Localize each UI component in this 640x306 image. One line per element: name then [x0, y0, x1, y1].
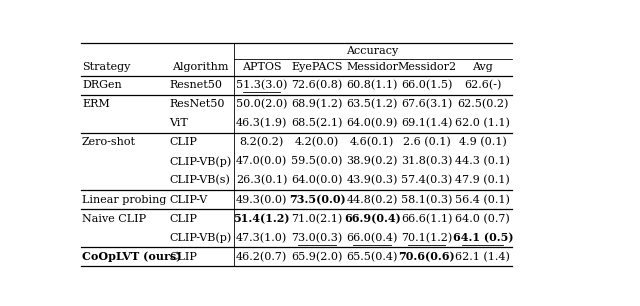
Text: Accuracy: Accuracy — [346, 46, 399, 56]
Text: 51.3(3.0): 51.3(3.0) — [236, 80, 287, 90]
Text: CLIP-VB(p): CLIP-VB(p) — [169, 233, 232, 243]
Text: 51.4(1.2): 51.4(1.2) — [234, 213, 290, 224]
Text: 65.5(0.4): 65.5(0.4) — [346, 252, 398, 262]
Text: 69.1(1.4): 69.1(1.4) — [401, 118, 452, 129]
Text: 68.5(2.1): 68.5(2.1) — [291, 118, 343, 129]
Text: CLIP-VB(s): CLIP-VB(s) — [169, 175, 230, 186]
Text: 65.9(2.0): 65.9(2.0) — [291, 252, 343, 262]
Text: 46.2(0.7): 46.2(0.7) — [236, 252, 287, 262]
Text: CLIP: CLIP — [169, 137, 197, 147]
Text: CLIP: CLIP — [169, 252, 197, 262]
Text: 73.5(0.0): 73.5(0.0) — [289, 194, 346, 205]
Text: DRGen: DRGen — [82, 80, 122, 90]
Text: Messidor2: Messidor2 — [397, 62, 456, 72]
Text: 66.0(0.4): 66.0(0.4) — [346, 233, 398, 243]
Text: 47.3(1.0): 47.3(1.0) — [236, 233, 287, 243]
Text: CLIP: CLIP — [169, 214, 197, 224]
Text: 47.0(0.0): 47.0(0.0) — [236, 156, 287, 167]
Text: CoOpLVT (ours): CoOpLVT (ours) — [82, 252, 181, 263]
Text: Algorithm: Algorithm — [172, 62, 228, 72]
Text: 64.0 (0.7): 64.0 (0.7) — [456, 214, 510, 224]
Text: CLIP-V: CLIP-V — [169, 195, 207, 205]
Text: 47.9 (0.1): 47.9 (0.1) — [456, 175, 510, 186]
Text: Messidor: Messidor — [346, 62, 398, 72]
Text: 4.9 (0.1): 4.9 (0.1) — [459, 137, 507, 147]
Text: 66.6(1.1): 66.6(1.1) — [401, 214, 452, 224]
Text: 8.2(0.2): 8.2(0.2) — [239, 137, 284, 147]
Text: 56.4 (0.1): 56.4 (0.1) — [455, 195, 510, 205]
Text: 50.0(2.0): 50.0(2.0) — [236, 99, 287, 109]
Text: Naive CLIP: Naive CLIP — [82, 214, 146, 224]
Text: 62.6(-): 62.6(-) — [464, 80, 501, 90]
Text: 2.6 (0.1): 2.6 (0.1) — [403, 137, 451, 147]
Text: 66.0(1.5): 66.0(1.5) — [401, 80, 452, 90]
Text: Strategy: Strategy — [82, 62, 131, 72]
Text: APTOS: APTOS — [242, 62, 282, 72]
Text: 4.2(0.0): 4.2(0.0) — [295, 137, 339, 147]
Text: ViT: ViT — [169, 118, 188, 128]
Text: 62.5(0.2): 62.5(0.2) — [457, 99, 508, 109]
Text: 59.5(0.0): 59.5(0.0) — [291, 156, 343, 167]
Text: CLIP-VB(p): CLIP-VB(p) — [169, 156, 232, 167]
Text: 58.1(0.3): 58.1(0.3) — [401, 195, 452, 205]
Text: 68.9(1.2): 68.9(1.2) — [291, 99, 343, 109]
Text: 57.4(0.3): 57.4(0.3) — [401, 175, 452, 186]
Text: 66.9(0.4): 66.9(0.4) — [344, 213, 401, 224]
Text: 62.1 (1.4): 62.1 (1.4) — [455, 252, 510, 262]
Text: 64.0(0.9): 64.0(0.9) — [346, 118, 398, 129]
Text: 44.3 (0.1): 44.3 (0.1) — [455, 156, 510, 167]
Text: 44.8(0.2): 44.8(0.2) — [346, 195, 398, 205]
Text: 43.9(0.3): 43.9(0.3) — [346, 175, 398, 186]
Text: Avg: Avg — [472, 62, 493, 72]
Text: Zero-shot: Zero-shot — [82, 137, 136, 147]
Text: 72.6(0.8): 72.6(0.8) — [291, 80, 342, 90]
Text: 67.6(3.1): 67.6(3.1) — [401, 99, 452, 109]
Text: EyePACS: EyePACS — [291, 62, 343, 72]
Text: 64.1 (0.5): 64.1 (0.5) — [452, 232, 513, 243]
Text: 60.8(1.1): 60.8(1.1) — [346, 80, 398, 90]
Text: ERM: ERM — [82, 99, 109, 109]
Text: 49.3(0.0): 49.3(0.0) — [236, 195, 287, 205]
Text: 46.3(1.9): 46.3(1.9) — [236, 118, 287, 129]
Text: 63.5(1.2): 63.5(1.2) — [346, 99, 398, 109]
Text: 64.0(0.0): 64.0(0.0) — [291, 175, 343, 186]
Text: Resnet50: Resnet50 — [169, 80, 222, 90]
Text: 71.0(2.1): 71.0(2.1) — [291, 214, 342, 224]
Text: ResNet50: ResNet50 — [169, 99, 225, 109]
Text: 62.0 (1.1): 62.0 (1.1) — [455, 118, 510, 129]
Text: 73.0(0.3): 73.0(0.3) — [291, 233, 342, 243]
Text: 4.6(0.1): 4.6(0.1) — [350, 137, 394, 147]
Text: 70.1(1.2): 70.1(1.2) — [401, 233, 452, 243]
Text: Linear probing: Linear probing — [82, 195, 166, 205]
Text: 31.8(0.3): 31.8(0.3) — [401, 156, 452, 167]
Text: 26.3(0.1): 26.3(0.1) — [236, 175, 287, 186]
Text: 70.6(0.6): 70.6(0.6) — [398, 252, 455, 263]
Text: 38.9(0.2): 38.9(0.2) — [346, 156, 398, 167]
